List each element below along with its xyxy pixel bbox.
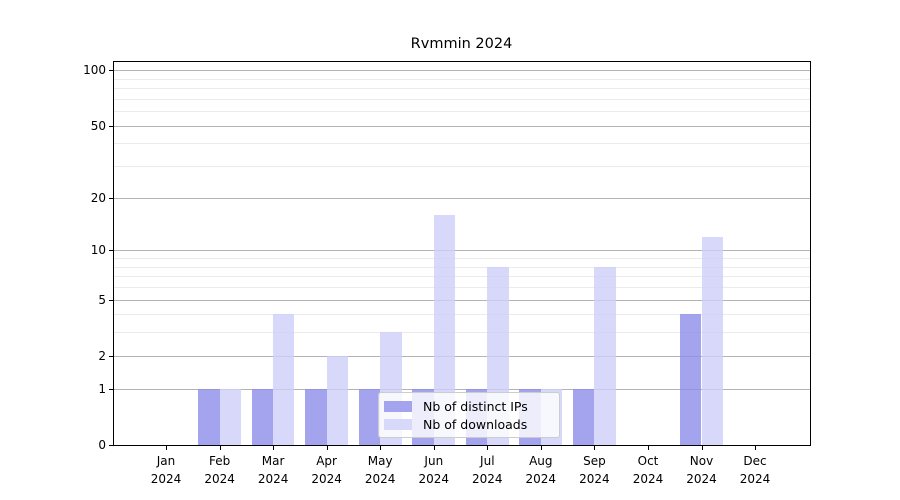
chart-title: Rvmmin 2024 xyxy=(410,36,513,52)
x-tick-mark xyxy=(755,446,756,450)
left-spine xyxy=(113,61,114,446)
bottom-spine xyxy=(113,445,811,446)
x-tick-mark xyxy=(433,446,435,450)
y-gridline-minor xyxy=(114,266,810,268)
legend-swatch-distinct-ips xyxy=(384,400,412,412)
y-tick-mark xyxy=(109,445,113,446)
y-gridline-major xyxy=(114,197,810,199)
bar-downloads-nov xyxy=(701,236,723,445)
x-tick-mark xyxy=(326,446,328,450)
y-tick-mark xyxy=(109,388,113,390)
bar-distinct-ips-may xyxy=(358,388,381,445)
x-tick-mark xyxy=(701,446,703,450)
legend: Nb of distinct IPs Nb of downloads xyxy=(378,392,560,438)
x-tick-label: Feb 2024 xyxy=(204,454,235,486)
bar-downloads-jun xyxy=(433,214,456,445)
x-tick-label: Nov 2024 xyxy=(686,454,717,486)
x-tick-label: Aug 2024 xyxy=(525,454,557,486)
y-tick-mark xyxy=(109,197,113,199)
y-gridline-minor xyxy=(114,143,810,145)
y-tick-mark xyxy=(109,125,113,127)
y-gridline-minor xyxy=(114,98,810,100)
bar-distinct-ips-sep xyxy=(573,388,595,445)
bar-downloads-feb xyxy=(219,388,241,445)
legend-label-distinct-ips: Nb of distinct IPs xyxy=(423,398,528,414)
y-gridline-major xyxy=(114,70,810,72)
x-tick-label: Jan 2024 xyxy=(150,454,182,486)
legend-row: Nb of downloads xyxy=(384,416,551,432)
x-tick-label: Jun 2024 xyxy=(418,454,450,486)
legend-row: Nb of distinct IPs xyxy=(384,398,551,414)
y-tick-label: 20 xyxy=(90,190,106,205)
y-tick-mark xyxy=(109,70,113,72)
bar-distinct-ips-nov xyxy=(680,314,702,445)
x-tick-mark xyxy=(380,446,382,450)
bar-distinct-ips-apr xyxy=(305,388,327,445)
y-tick-mark xyxy=(109,355,113,357)
bar-distinct-ips-feb xyxy=(198,388,220,445)
x-tick-mark xyxy=(273,446,275,450)
x-tick-label: Sep 2024 xyxy=(579,454,610,486)
y-gridline-major xyxy=(114,388,810,390)
x-tick-mark xyxy=(487,446,489,450)
y-gridline-minor xyxy=(114,314,810,316)
x-tick-label: May 2024 xyxy=(364,454,396,486)
x-tick-mark xyxy=(166,446,167,450)
bar-downloads-apr xyxy=(326,355,348,445)
y-gridline-minor xyxy=(114,88,810,89)
y-tick-label: 0 xyxy=(98,438,106,452)
legend-swatch-downloads xyxy=(384,418,412,430)
top-spine xyxy=(113,61,811,62)
x-tick-mark xyxy=(540,446,542,450)
y-gridline-minor xyxy=(114,286,810,288)
y-gridline-major xyxy=(114,355,810,357)
x-tick-mark xyxy=(594,446,596,450)
y-tick-label: 1 xyxy=(98,381,106,396)
y-gridline-major xyxy=(114,299,810,301)
y-gridline-minor xyxy=(114,258,810,259)
y-gridline-minor xyxy=(114,111,810,113)
bar-downloads-sep xyxy=(594,266,616,445)
x-tick-label: Dec 2024 xyxy=(739,454,771,486)
x-tick-label: Apr 2024 xyxy=(311,454,342,486)
y-tick-mark xyxy=(109,250,113,252)
y-tick-label: 2 xyxy=(98,348,106,363)
y-gridline-minor xyxy=(114,166,810,168)
y-gridline-major xyxy=(114,250,810,252)
x-tick-label: Oct 2024 xyxy=(632,454,664,486)
y-tick-label: 10 xyxy=(90,243,106,258)
x-tick-label: Jul 2024 xyxy=(472,454,503,486)
y-gridline-minor xyxy=(114,332,810,334)
y-gridline-major xyxy=(114,125,810,127)
y-gridline-minor xyxy=(114,276,810,278)
y-tick-label: 50 xyxy=(90,118,106,133)
right-spine xyxy=(810,61,811,446)
legend-label-downloads: Nb of downloads xyxy=(423,416,528,432)
y-tick-label: 100 xyxy=(83,63,106,78)
x-tick-mark xyxy=(219,446,221,450)
y-gridline-minor xyxy=(114,78,810,80)
x-tick-label: Mar 2024 xyxy=(257,454,289,486)
y-tick-label: 5 xyxy=(98,292,106,307)
x-tick-mark xyxy=(648,446,649,450)
y-tick-mark xyxy=(109,299,113,301)
bar-distinct-ips-mar xyxy=(251,388,274,445)
bar-downloads-mar xyxy=(273,314,295,445)
